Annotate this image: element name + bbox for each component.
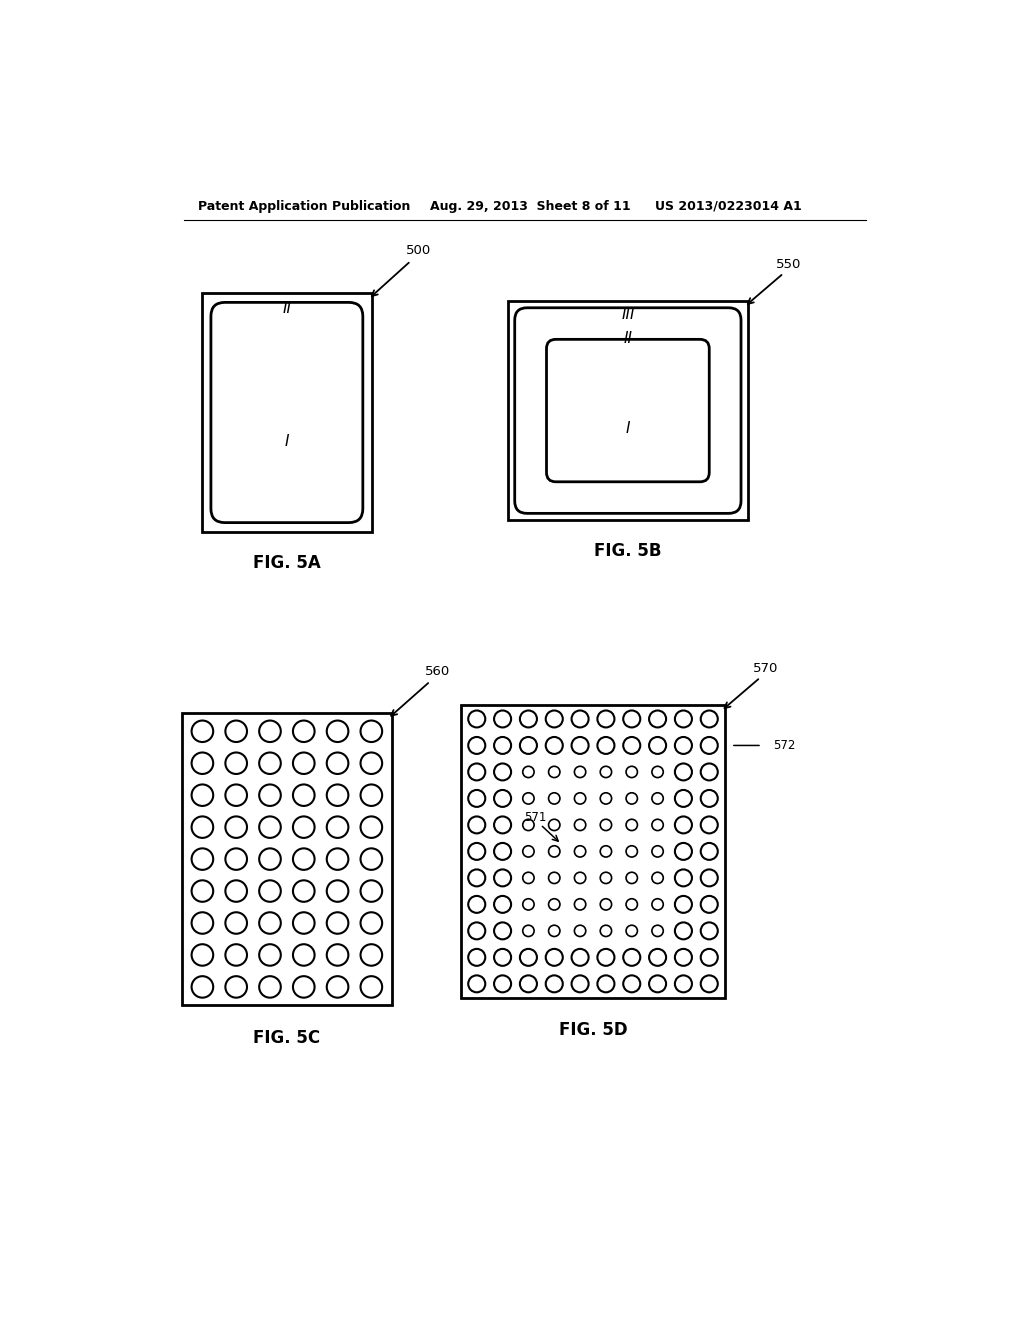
- Text: FIG. 5A: FIG. 5A: [253, 553, 321, 572]
- Text: Patent Application Publication: Patent Application Publication: [198, 199, 411, 213]
- Text: 500: 500: [406, 243, 431, 256]
- Text: 571: 571: [524, 810, 547, 824]
- Text: 560: 560: [425, 665, 451, 678]
- Text: Aug. 29, 2013  Sheet 8 of 11: Aug. 29, 2013 Sheet 8 of 11: [430, 199, 631, 213]
- Bar: [202, 293, 372, 532]
- Text: III: III: [622, 306, 635, 322]
- FancyBboxPatch shape: [547, 339, 710, 482]
- Text: FIG. 5C: FIG. 5C: [253, 1028, 321, 1047]
- Bar: [182, 713, 391, 1006]
- FancyBboxPatch shape: [211, 302, 362, 523]
- Text: I: I: [626, 421, 630, 436]
- Text: I: I: [285, 434, 289, 449]
- Text: 572: 572: [773, 739, 796, 752]
- Text: II: II: [283, 301, 292, 315]
- Text: US 2013/0223014 A1: US 2013/0223014 A1: [655, 199, 802, 213]
- Bar: [508, 301, 748, 520]
- Text: 570: 570: [753, 663, 778, 676]
- FancyBboxPatch shape: [515, 308, 741, 513]
- Text: FIG. 5D: FIG. 5D: [559, 1022, 628, 1039]
- Text: II: II: [624, 331, 633, 346]
- Text: FIG. 5B: FIG. 5B: [594, 543, 662, 560]
- Text: 550: 550: [776, 259, 802, 271]
- Bar: [461, 705, 725, 998]
